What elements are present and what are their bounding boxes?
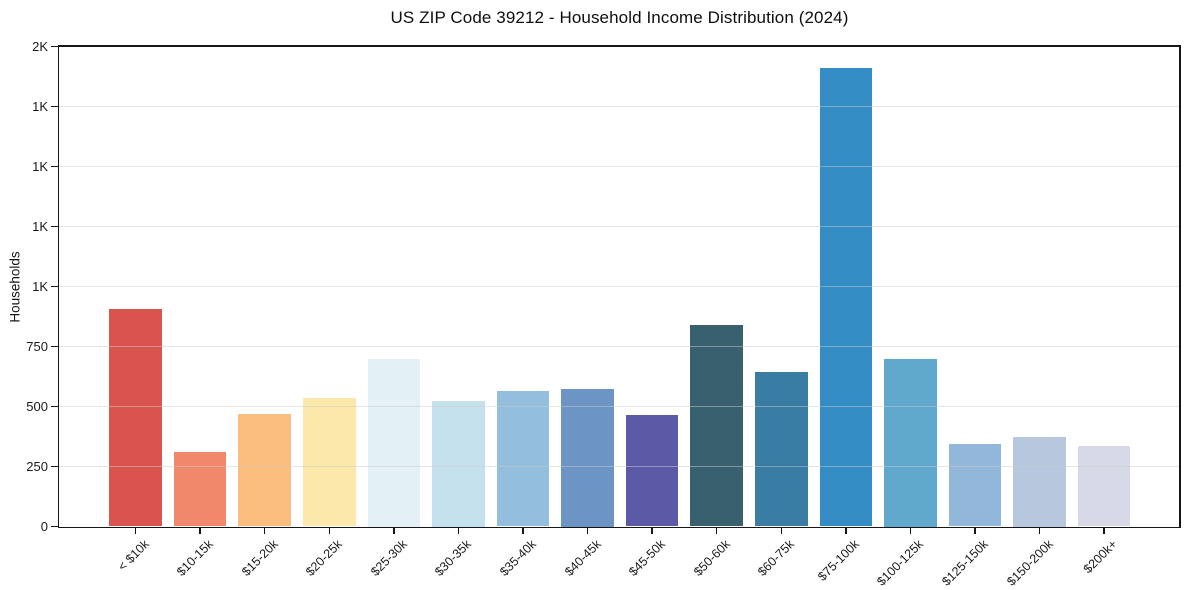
x-tick-label-45-50k: $45-50k — [626, 536, 669, 579]
x-tick-label-25-30k: $25-30k — [367, 536, 410, 579]
x-tick-mark — [393, 527, 395, 534]
gridline-1750 — [58, 105, 1180, 108]
bar-200k — [1077, 446, 1131, 527]
x-tick-label-20-25k: $20-25k — [303, 536, 346, 579]
x-tick-mark — [651, 527, 653, 534]
x-tick-mark — [1038, 527, 1041, 534]
y-tick-mark — [50, 525, 58, 528]
y-tick-label: 0 — [40, 518, 48, 534]
bar-125-150k — [948, 443, 1002, 527]
x-tick-mark — [586, 527, 589, 534]
x-tick-label-35-40k: $35-40k — [497, 536, 539, 579]
y-tick-label: 2K — [32, 38, 48, 54]
bar-10-15k — [173, 452, 227, 527]
y-tick-mark — [50, 465, 58, 468]
y-tick-mark — [50, 45, 58, 48]
y-tick-label: 1K — [32, 98, 48, 114]
gridline-750 — [58, 345, 1180, 348]
x-tick-label-200k: $200k+ — [1080, 536, 1121, 576]
x-tick-label-10k: < $10k — [114, 536, 152, 574]
gridline-500 — [58, 405, 1180, 408]
y-tick-label: 250 — [26, 458, 48, 474]
bar-15-20k — [238, 413, 291, 527]
x-tick-label-60-75k: $60-75k — [755, 536, 798, 579]
axis-spine-bottom — [57, 526, 1181, 528]
bar-35-40k — [496, 390, 550, 527]
x-tick-mark — [780, 527, 782, 534]
gridline-1500 — [58, 165, 1180, 168]
y-tick-label: 1K — [32, 218, 48, 234]
y-tick-mark — [50, 345, 58, 348]
axis-spine-top — [57, 45, 1181, 47]
x-tick-label-125-150k: $125-150k — [939, 536, 991, 589]
y-tick-mark — [50, 105, 58, 108]
bar-150-200k — [1013, 436, 1066, 527]
x-tick-label-40-45k: $40-45k — [561, 536, 604, 579]
y-tick-label: 1K — [32, 278, 48, 294]
gridline-1000 — [58, 285, 1180, 288]
x-tick-mark — [328, 527, 330, 534]
x-tick-mark — [264, 527, 266, 534]
axis-spine-left — [57, 46, 59, 528]
x-tick-mark — [845, 527, 847, 534]
x-tick-mark — [457, 527, 460, 534]
y-tick-mark — [50, 225, 58, 228]
y-tick-mark — [50, 405, 58, 408]
axis-spine-right — [1179, 46, 1181, 528]
bar-10k — [109, 309, 162, 527]
gridline-250 — [58, 465, 1180, 468]
x-tick-mark — [199, 527, 201, 534]
y-tick-label: 500 — [26, 398, 48, 414]
bar-45-50k — [625, 414, 679, 527]
bar-25-30k — [367, 358, 421, 527]
x-tick-label-150-200k: $150-200k — [1003, 536, 1056, 589]
x-tick-label-15-20k: $15-20k — [238, 536, 281, 579]
x-tick-mark — [134, 527, 137, 534]
bar-100-125k — [884, 358, 937, 527]
y-tick-label: 750 — [26, 338, 48, 354]
y-tick-label: 1K — [32, 158, 48, 174]
chart-title: US ZIP Code 39212 - Household Income Dis… — [390, 8, 849, 27]
x-tick-mark — [522, 527, 524, 534]
bar-40-45k — [561, 388, 614, 527]
y-tick-mark — [50, 165, 58, 168]
y-tick-mark — [50, 285, 58, 288]
x-tick-label-10-15k: $10-15k — [174, 536, 217, 579]
bar-50-60k — [690, 324, 743, 527]
gridline-1250 — [58, 225, 1180, 228]
x-tick-mark — [974, 527, 976, 534]
bar-60-75k — [755, 371, 808, 527]
bar-20-25k — [303, 398, 356, 527]
x-tick-mark — [909, 527, 912, 534]
x-tick-mark — [716, 527, 718, 534]
x-tick-label-30-35k: $30-35k — [432, 536, 475, 579]
x-tick-label-50-60k: $50-60k — [690, 536, 733, 579]
x-tick-mark — [1103, 527, 1105, 534]
x-tick-label-100-125k: $100-125k — [874, 536, 927, 589]
bar-75-100k — [819, 68, 873, 527]
x-tick-label-75-100k: $75-100k — [815, 536, 862, 584]
bar-30-35k — [432, 400, 485, 527]
